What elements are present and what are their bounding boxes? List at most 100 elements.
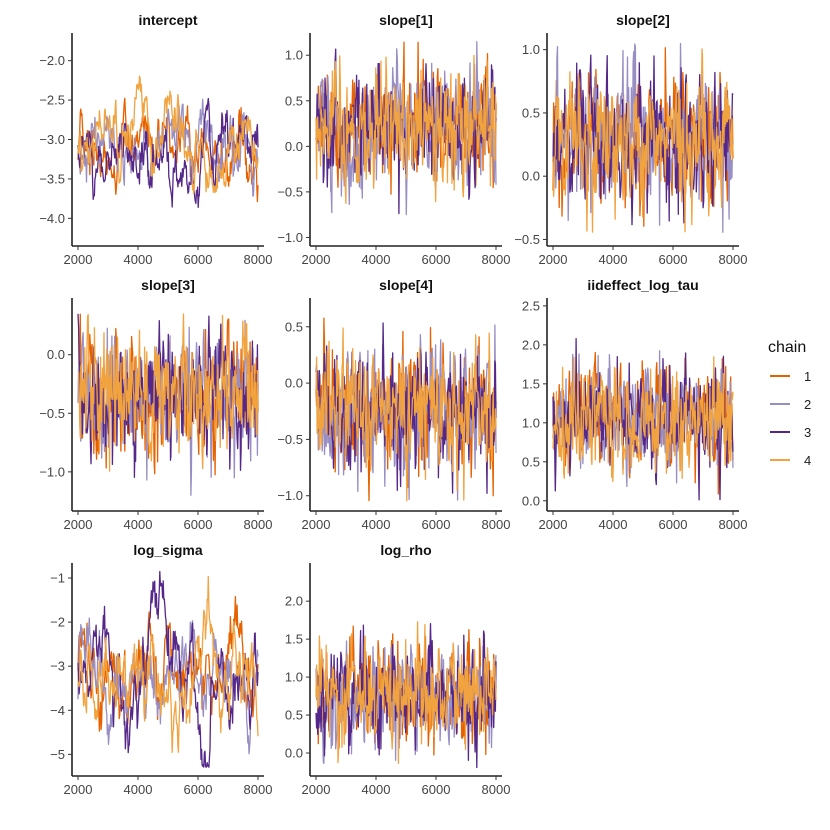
x-tick-label: 6000 <box>422 517 451 532</box>
x-tick-label: 2000 <box>302 252 331 267</box>
x-tick-label: 8000 <box>482 782 511 797</box>
x-tick-label: 2000 <box>302 517 331 532</box>
trace-chain-4 <box>552 48 734 233</box>
x-tick-label: 4000 <box>599 252 628 267</box>
trace-chain-4 <box>77 75 259 195</box>
y-tick-label: 1.5 <box>522 376 540 391</box>
y-tick-label: 0.5 <box>522 105 540 120</box>
y-tick-label: −1 <box>50 571 65 586</box>
y-tick-label: −3 <box>50 659 65 674</box>
trace-lines <box>315 41 497 216</box>
trace-chain-4 <box>77 575 259 753</box>
x-tick-label: 4000 <box>362 517 391 532</box>
y-tick-label: 2.0 <box>285 594 303 609</box>
trace-lines <box>552 337 734 501</box>
x-tick-label: 6000 <box>184 517 213 532</box>
y-tick-label: −3.0 <box>39 132 65 147</box>
y-tick-label: 0.5 <box>285 708 303 723</box>
panel-title: slope[2] <box>616 12 670 28</box>
x-tick-label: 2000 <box>539 252 568 267</box>
x-tick-label: 4000 <box>362 782 391 797</box>
y-tick-label: −0.5 <box>277 432 303 447</box>
x-tick-label: 4000 <box>124 252 153 267</box>
panel-title: log_sigma <box>133 542 202 558</box>
y-tick-label: 0.0 <box>285 746 303 761</box>
x-tick-label: 8000 <box>244 252 273 267</box>
trace-lines <box>77 75 259 209</box>
x-tick-label: 4000 <box>124 517 153 532</box>
x-tick-label: 6000 <box>184 252 213 267</box>
y-tick-label: 0.5 <box>522 454 540 469</box>
trace-lines <box>77 313 259 496</box>
y-tick-label: −4 <box>50 703 65 718</box>
y-tick-label: −2 <box>50 615 65 630</box>
x-tick-label: 8000 <box>244 782 273 797</box>
panel-title: intercept <box>138 12 197 28</box>
y-tick-label: −1.0 <box>39 464 65 479</box>
x-tick-label: 6000 <box>422 252 451 267</box>
x-tick-label: 2000 <box>64 517 93 532</box>
y-tick-label: 1.0 <box>522 415 540 430</box>
y-tick-label: −5 <box>50 747 65 762</box>
x-tick-label: 4000 <box>599 517 628 532</box>
y-tick-label: −2.0 <box>39 53 65 68</box>
trace-lines <box>552 42 734 233</box>
y-tick-label: 2.5 <box>522 298 540 313</box>
y-tick-label: 0.0 <box>285 376 303 391</box>
legend-label-chain-4: 4 <box>804 453 811 468</box>
x-tick-label: 2000 <box>302 782 331 797</box>
trace-lines <box>315 621 497 769</box>
y-tick-label: −3.5 <box>39 171 65 186</box>
y-tick-label: 1.0 <box>522 42 540 57</box>
panel-title: slope[3] <box>141 277 195 293</box>
panel-slope-1: slope[1] −1.0 −0.5 0.0 0.5 1.0 2000 4000 6000 800… <box>277 12 510 267</box>
x-tick-label: 4000 <box>362 252 391 267</box>
x-tick-label: 8000 <box>244 517 273 532</box>
legend-label-chain-3: 3 <box>804 425 811 440</box>
x-tick-label: 8000 <box>719 517 748 532</box>
trace-chain-4 <box>77 313 259 472</box>
legend-title: chain <box>768 339 806 356</box>
x-tick-label: 8000 <box>482 252 511 267</box>
x-tick-label: 2000 <box>539 517 568 532</box>
panel-slope-3: slope[3] −1.0 −0.5 0.0 2000 4000 6000 8000 <box>39 277 272 532</box>
panel-title: log_rho <box>380 542 431 558</box>
y-tick-label: 0.0 <box>285 139 303 154</box>
x-tick-label: 8000 <box>482 517 511 532</box>
panel-intercept: intercept −4.0 −3.5 −3.0 −2.5 −2.0 2000 4000 600… <box>39 12 272 267</box>
y-tick-label: 0.0 <box>522 169 540 184</box>
y-tick-label: 1.5 <box>285 632 303 647</box>
y-tick-label: −4.0 <box>39 211 65 226</box>
trace-lines <box>77 570 259 768</box>
x-tick-label: 6000 <box>659 252 688 267</box>
x-tick-label: 6000 <box>659 517 688 532</box>
x-tick-label: 4000 <box>124 782 153 797</box>
trace-chain-4 <box>315 54 497 205</box>
y-tick-label: 2.0 <box>522 337 540 352</box>
trace-chain-3 <box>552 54 734 226</box>
y-tick-label: −1.0 <box>277 230 303 245</box>
y-tick-label: −2.5 <box>39 93 65 108</box>
legend: chain 1 2 3 4 <box>768 339 811 468</box>
trace-chain-4 <box>552 356 734 483</box>
trace-chain-4 <box>315 621 497 765</box>
panel-title: slope[1] <box>379 12 433 28</box>
y-tick-label: 0.5 <box>285 93 303 108</box>
panel-slope-4: slope[4] −1.0 −0.5 0.0 0.5 2000 4000 6000 8000 <box>277 277 510 532</box>
trace-chain-4 <box>315 327 497 502</box>
y-tick-label: −0.5 <box>514 232 540 247</box>
x-tick-label: 6000 <box>422 782 451 797</box>
y-tick-label: 0.0 <box>522 493 540 508</box>
x-tick-label: 2000 <box>64 782 93 797</box>
panel-title: slope[4] <box>379 277 433 293</box>
legend-label-chain-1: 1 <box>804 369 811 384</box>
y-tick-label: 0.5 <box>285 319 303 334</box>
x-tick-label: 6000 <box>184 782 213 797</box>
legend-label-chain-2: 2 <box>804 397 811 412</box>
trace-lines <box>315 317 497 502</box>
y-tick-label: −0.5 <box>39 406 65 421</box>
panel-log-sigma: log_sigma −5 −4 −3 −2 −1 2000 4000 6000 8000 <box>50 542 272 797</box>
y-tick-label: 1.0 <box>285 48 303 63</box>
